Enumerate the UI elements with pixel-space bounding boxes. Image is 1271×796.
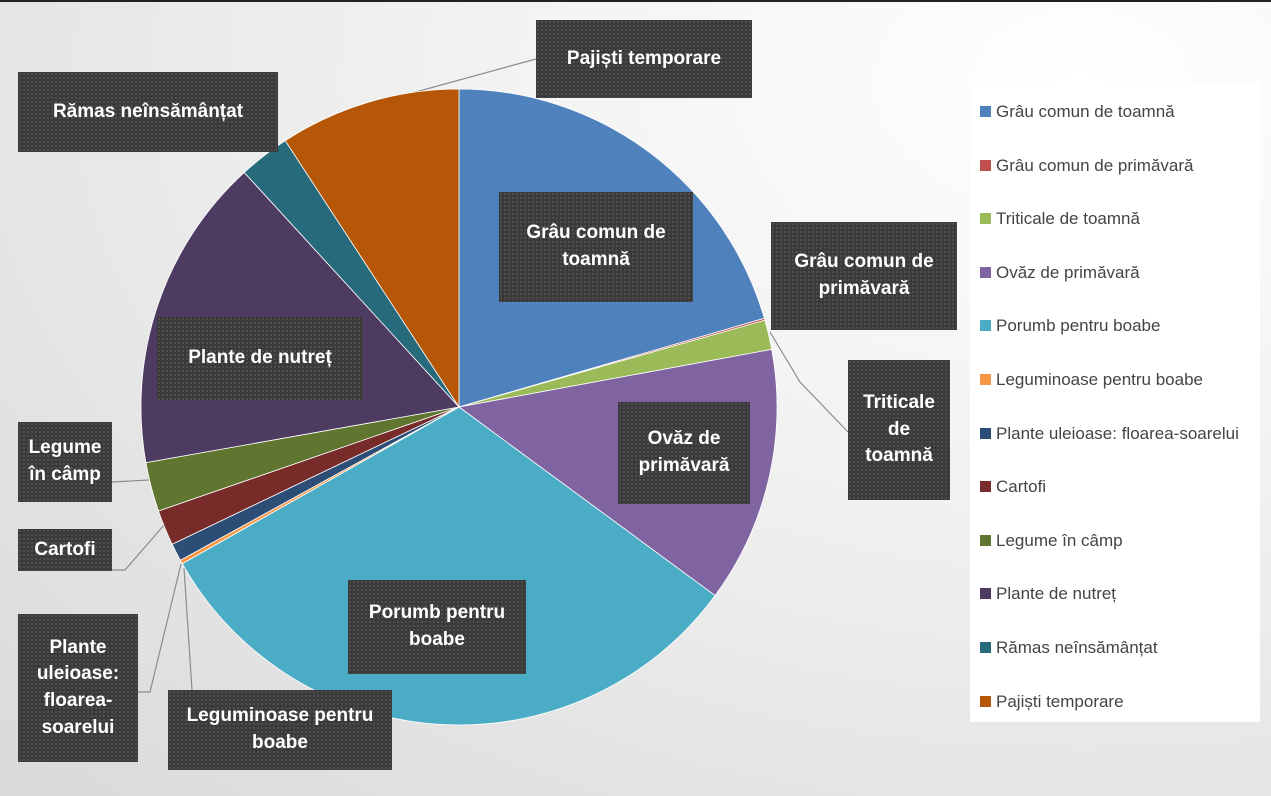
legend-label: Rămas neînsămânțat: [996, 638, 1158, 657]
data-label: Legume în câmp: [18, 422, 112, 502]
legend-item: Triticale de toamnă: [980, 208, 1255, 230]
legend-label: Leguminoase pentru boabe: [996, 370, 1203, 389]
legend-item: Legume în câmp: [980, 530, 1255, 552]
data-label: Ovăz de primăvară: [618, 402, 750, 504]
legend-swatch: [980, 588, 991, 600]
legend-swatch: [980, 695, 991, 707]
legend: [970, 82, 1260, 722]
data-label: Grâu comun de primăvară: [771, 222, 957, 330]
data-label: Rămas neînsămânțat: [18, 72, 278, 152]
slice: [181, 406, 716, 726]
legend-swatch: [980, 266, 991, 278]
leader-line: [111, 479, 151, 483]
data-label: Cartofi: [18, 529, 112, 571]
legend-label: Porumb pentru boabe: [996, 316, 1161, 336]
legend-swatch: [980, 374, 991, 385]
legend-label: Plante uleioase: floarea-soarelui: [996, 423, 1239, 443]
legend-item: Pajiști temporare: [980, 691, 1255, 713]
data-label: Leguminoase pentru boabe: [168, 690, 392, 770]
data-label: Plante uleioase: floarea-soarelui: [18, 614, 138, 762]
legend-swatch: [980, 213, 991, 225]
legend-item: Leguminoase pentru boabe: [980, 369, 1255, 391]
legend-label: Pajiști temporare: [996, 691, 1124, 711]
legend-item: Grâu comun de toamnă: [980, 101, 1255, 123]
legend-item: Grâu comun de primăvară: [980, 155, 1255, 177]
pie: [140, 88, 778, 726]
legend-label: Triticale de toamnă: [996, 209, 1140, 229]
legend-item: Plante uleioase: floarea-soarelui: [980, 423, 1255, 445]
data-label: Grâu comun de toamnă: [499, 192, 693, 302]
legend-item: Cartofi: [980, 476, 1255, 498]
legend-item: Plante de nutreț: [980, 583, 1255, 605]
legend-label: Ovăz de primăvară: [996, 262, 1140, 282]
leader-line: [769, 331, 849, 433]
data-label: Porumb pentru boabe: [348, 580, 526, 674]
data-label: Triticale de toamnă: [848, 360, 950, 500]
legend-item: Ovăz de primăvară: [980, 262, 1255, 284]
leader-line: [183, 567, 193, 691]
legend-swatch: [980, 481, 991, 493]
legend-label: Cartofi: [996, 477, 1047, 497]
legend-swatch: [980, 106, 991, 117]
legend-label: Grâu comun de toamnă: [996, 102, 1175, 121]
legend-label: Legume în câmp: [996, 530, 1123, 550]
leader-line: [112, 523, 166, 571]
legend-swatch: [980, 534, 991, 546]
legend-item: Rămas neînsămânțat: [980, 637, 1255, 659]
data-label: Plante de nutreț: [157, 317, 363, 400]
legend-item: Porumb pentru boabe: [980, 315, 1255, 337]
legend-swatch: [980, 427, 991, 439]
legend-label: Plante de nutreț: [996, 584, 1117, 604]
leader-line: [138, 563, 182, 693]
legend-label: Grâu comun de primăvară: [996, 155, 1194, 175]
legend-swatch: [980, 320, 991, 332]
slice: [284, 88, 460, 409]
data-label: Pajiști temporare: [536, 20, 752, 98]
legend-swatch: [980, 642, 991, 653]
legend-swatch: [980, 159, 991, 171]
